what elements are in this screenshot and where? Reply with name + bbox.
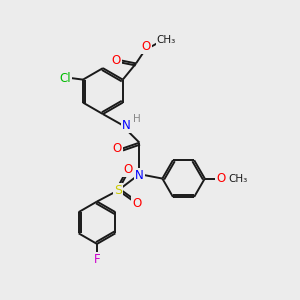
Text: O: O — [123, 163, 133, 176]
Text: H: H — [133, 114, 140, 124]
Text: O: O — [132, 197, 141, 210]
Text: O: O — [142, 40, 151, 53]
Text: O: O — [216, 172, 226, 185]
Text: S: S — [114, 184, 122, 197]
Text: Cl: Cl — [59, 72, 70, 85]
Text: O: O — [112, 54, 121, 67]
Text: N: N — [122, 119, 131, 132]
Text: CH₃: CH₃ — [228, 174, 248, 184]
Text: N: N — [135, 169, 144, 182]
Text: CH₃: CH₃ — [156, 35, 176, 45]
Text: F: F — [94, 253, 100, 266]
Text: O: O — [113, 142, 122, 155]
